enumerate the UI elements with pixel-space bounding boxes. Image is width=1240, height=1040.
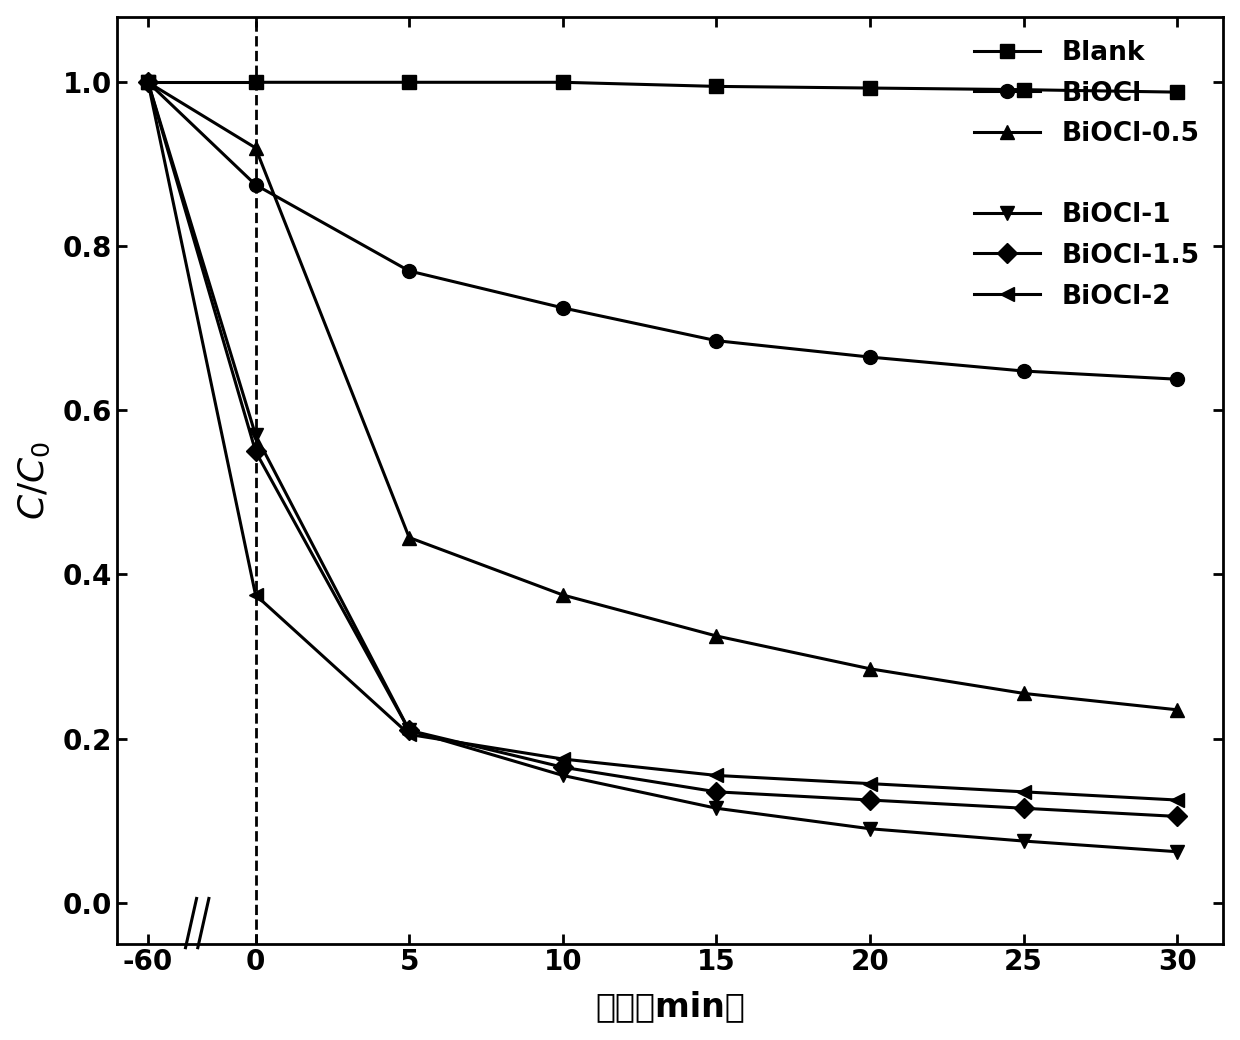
BiOCl-1 [402, 724, 417, 736]
BiOCl-1.5 [1169, 810, 1184, 823]
Blank [1017, 83, 1032, 96]
Line: BiOCl: BiOCl [249, 178, 1184, 386]
BiOCl-0.5 [556, 589, 570, 601]
BiOCl [709, 335, 724, 347]
BiOCl-1.5 [863, 794, 878, 806]
Line: BiOCl-2: BiOCl-2 [249, 588, 1184, 807]
Blank [1169, 86, 1184, 99]
BiOCl-1 [1017, 835, 1032, 848]
Legend: Blank, BiOCl, BiOCl-0.5, , BiOCl-1, BiOCl-1.5, BiOCl-2: Blank, BiOCl, BiOCl-0.5, , BiOCl-1, BiOC… [963, 30, 1210, 320]
BiOCl-1 [248, 428, 263, 441]
BiOCl [1017, 365, 1032, 378]
BiOCl-1 [556, 770, 570, 782]
Blank [556, 76, 570, 88]
BiOCl-2 [402, 728, 417, 740]
BiOCl-0.5 [1017, 687, 1032, 700]
BiOCl-1.5 [556, 761, 570, 774]
BiOCl-1.5 [248, 445, 263, 458]
BiOCl-2 [248, 589, 263, 601]
Y-axis label: $C/C_0$: $C/C_0$ [16, 441, 52, 520]
BiOCl-1.5 [709, 785, 724, 798]
BiOCl-2 [863, 777, 878, 789]
Blank [709, 80, 724, 93]
BiOCl-0.5 [248, 141, 263, 154]
BiOCl [556, 302, 570, 314]
Line: BiOCl-0.5: BiOCl-0.5 [249, 141, 1184, 717]
Blank [248, 76, 263, 88]
BiOCl [402, 265, 417, 278]
BiOCl-2 [1017, 785, 1032, 798]
BiOCl-0.5 [863, 662, 878, 675]
Blank [402, 76, 417, 88]
BiOCl-2 [1169, 794, 1184, 806]
BiOCl-0.5 [709, 630, 724, 643]
Line: BiOCl-1: BiOCl-1 [249, 428, 1184, 859]
BiOCl-1 [1169, 846, 1184, 858]
Line: BiOCl-1.5: BiOCl-1.5 [249, 444, 1184, 824]
Blank [863, 82, 878, 95]
BiOCl-0.5 [402, 531, 417, 544]
X-axis label: 时间（min）: 时间（min） [595, 990, 745, 1023]
BiOCl [863, 350, 878, 363]
Line: Blank: Blank [249, 75, 1184, 99]
BiOCl-1 [709, 802, 724, 814]
BiOCl-2 [556, 753, 570, 765]
BiOCl-0.5 [1169, 704, 1184, 717]
BiOCl-1.5 [402, 724, 417, 736]
BiOCl-1 [863, 823, 878, 835]
BiOCl-1.5 [1017, 802, 1032, 814]
BiOCl-2 [709, 770, 724, 782]
BiOCl [248, 179, 263, 191]
BiOCl [1169, 373, 1184, 386]
